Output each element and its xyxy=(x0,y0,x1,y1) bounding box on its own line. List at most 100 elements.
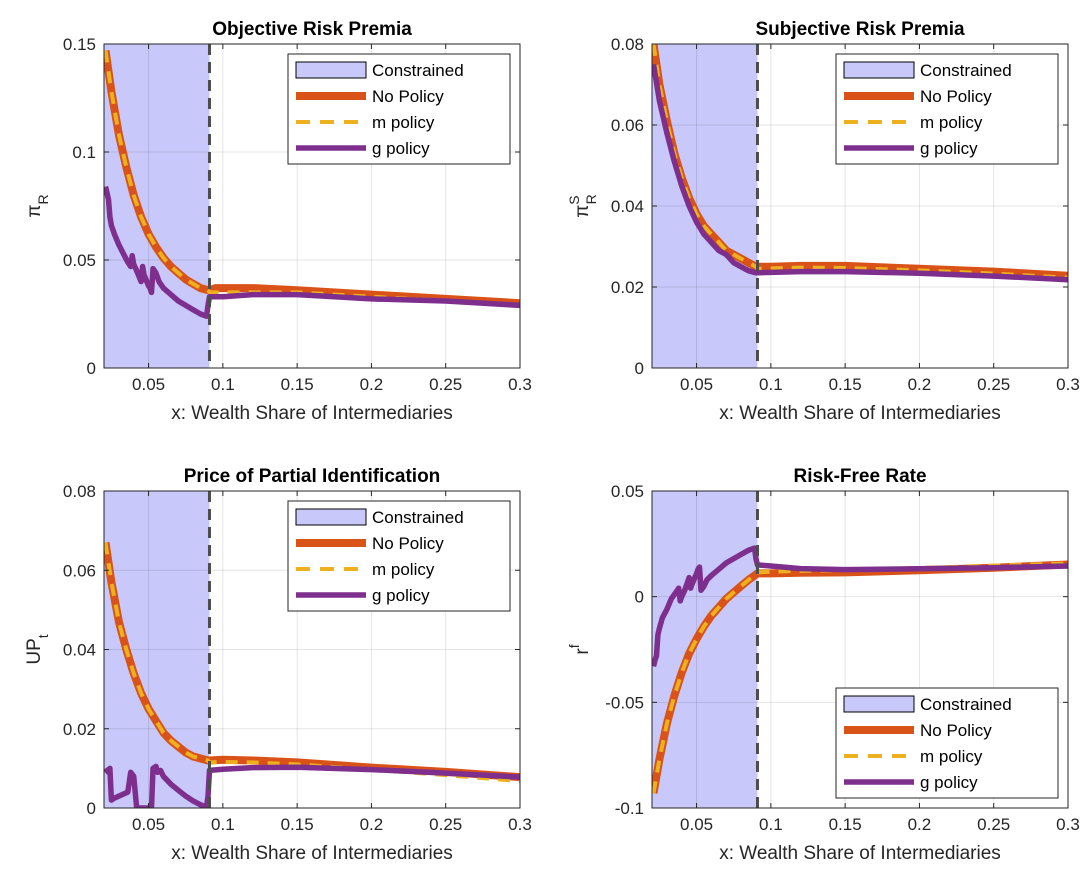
x-tick-label: 0.1 xyxy=(211,815,235,834)
x-tick-label: 0.2 xyxy=(908,375,932,394)
y-axis-label-main: UP xyxy=(24,638,45,664)
chart-panel-2: 0.05 0.1 0.15 0.2 0.25 0.3 0 0.02 0.04 0.06 0.08 Su… xyxy=(566,19,1080,424)
y-axis-label-sub: R xyxy=(35,194,51,204)
legend-label-constrained: Constrained xyxy=(920,61,1012,80)
x-tick-label: 0.15 xyxy=(281,815,314,834)
y-tick-label: 0.08 xyxy=(63,482,96,501)
series-group xyxy=(104,541,520,808)
y-axis-label-sup: S xyxy=(566,195,582,204)
y-tick-label: 0 xyxy=(87,799,96,818)
y-tick-label: 0 xyxy=(635,588,644,607)
legend-label-g-policy: g policy xyxy=(920,773,978,792)
y-tick-label: 0.02 xyxy=(611,278,644,297)
x-tick-label: 0.25 xyxy=(429,815,462,834)
legend: Constrained No Policy m policy g policy xyxy=(287,500,511,612)
y-tick-label: 0 xyxy=(635,359,644,378)
constrained-region xyxy=(652,44,758,368)
chart-panel-1: 0.05 0.1 0.15 0.2 0.25 0.3 0 0.05 0.1 0.15 Objecti… xyxy=(24,19,532,424)
y-tick-label: 0.05 xyxy=(63,251,96,270)
y-tick-label: -0.1 xyxy=(615,799,644,818)
legend-label-m-policy: m policy xyxy=(920,747,983,766)
legend-label-no-policy: No Policy xyxy=(372,534,444,553)
legend: Constrained No Policy m policy g policy xyxy=(835,687,1059,799)
y-axis-label: UPt xyxy=(24,634,51,664)
legend-swatch-constrained xyxy=(843,61,915,79)
x-tick-label: 0.2 xyxy=(360,375,384,394)
legend-label-no-policy: No Policy xyxy=(920,87,992,106)
legend-swatch-constrained xyxy=(295,61,367,79)
legend-label-g-policy: g policy xyxy=(372,139,430,158)
series-line-m-policy xyxy=(652,44,1068,280)
y-axis-label-sub: t xyxy=(35,634,51,638)
x-tick-label: 0.1 xyxy=(211,375,235,394)
series-line-m-policy xyxy=(104,542,520,784)
constrained-region xyxy=(652,491,758,808)
x-tick-label: 0.3 xyxy=(1056,375,1080,394)
x-tick-label: 0.15 xyxy=(281,375,314,394)
y-tick-label: 0.06 xyxy=(63,561,96,580)
legend-swatch-constrained xyxy=(295,508,367,526)
y-axis-label: πR xyxy=(24,194,51,217)
y-tick-label: 0 xyxy=(87,359,96,378)
legend-label-m-policy: m policy xyxy=(920,113,983,132)
legend-label-m-policy: m policy xyxy=(372,560,435,579)
y-tick-label: 0.05 xyxy=(611,482,644,501)
series-line-m-policy xyxy=(104,50,520,308)
chart-title: Risk-Free Rate xyxy=(793,466,926,487)
series-line-g-policy xyxy=(104,763,520,808)
legend-label-g-policy: g policy xyxy=(372,586,430,605)
legend-label-constrained: Constrained xyxy=(372,61,464,80)
x-tick-label: 0.15 xyxy=(829,815,862,834)
legend-label-m-policy: m policy xyxy=(372,113,435,132)
y-axis-label: πSR xyxy=(566,194,599,218)
legend-swatch-constrained xyxy=(843,695,915,713)
x-axis-label: x: Wealth Share of Intermediaries xyxy=(171,403,453,424)
constrained-region xyxy=(104,44,210,368)
x-tick-label: 0.1 xyxy=(759,375,783,394)
y-tick-label: 0.15 xyxy=(63,35,96,54)
y-axis-label: rf xyxy=(566,644,593,654)
x-tick-label: 0.3 xyxy=(508,375,532,394)
legend-label-no-policy: No Policy xyxy=(920,721,992,740)
x-tick-label: 0.05 xyxy=(132,375,165,394)
chart-title: Objective Risk Premia xyxy=(212,19,412,40)
x-axis-label: x: Wealth Share of Intermediaries xyxy=(719,843,1001,864)
x-tick-label: 0.05 xyxy=(680,375,713,394)
legend-label-g-policy: g policy xyxy=(920,139,978,158)
chart-panel-3: 0.05 0.1 0.15 0.2 0.25 0.3 0 0.02 0.04 0.06 0.08 Pr… xyxy=(24,466,532,864)
y-tick-label: 0.06 xyxy=(611,116,644,135)
x-tick-label: 0.2 xyxy=(360,815,384,834)
x-tick-label: 0.3 xyxy=(1056,815,1080,834)
legend: Constrained No Policy m policy g policy xyxy=(835,53,1059,165)
axes-box xyxy=(103,43,521,369)
y-tick-label: 0.08 xyxy=(611,35,644,54)
x-tick-label: 0.05 xyxy=(132,815,165,834)
series-group xyxy=(652,44,1068,283)
series-line-g-policy xyxy=(652,63,1068,283)
x-tick-label: 0.25 xyxy=(429,375,462,394)
y-tick-label: 0.1 xyxy=(72,143,96,162)
x-axis-label: x: Wealth Share of Intermediaries xyxy=(719,403,1001,424)
y-tick-label: 0.04 xyxy=(611,197,644,216)
chart-title: Subjective Risk Premia xyxy=(755,19,965,40)
x-tick-label: 0.15 xyxy=(829,375,862,394)
y-tick-label: -0.05 xyxy=(605,693,644,712)
y-axis-label-main: π xyxy=(24,205,45,218)
chart-title: Price of Partial Identification xyxy=(184,466,441,487)
x-axis-label: x: Wealth Share of Intermediaries xyxy=(171,843,453,864)
x-tick-label: 0.05 xyxy=(680,815,713,834)
y-axis-label-sup: f xyxy=(566,644,582,648)
x-tick-label: 0.1 xyxy=(759,815,783,834)
x-tick-label: 0.25 xyxy=(977,815,1010,834)
chart-panel-4: 0.05 0.1 0.15 0.2 0.25 0.3 -0.1 -0.05 0 0.05 Risk-… xyxy=(566,466,1080,864)
legend-label-no-policy: No Policy xyxy=(372,87,444,106)
legend-label-constrained: Constrained xyxy=(372,508,464,527)
y-axis-label-main: r xyxy=(572,648,593,655)
x-tick-label: 0.25 xyxy=(977,375,1010,394)
y-axis-label-main: π xyxy=(572,205,593,218)
x-tick-label: 0.3 xyxy=(508,815,532,834)
y-tick-label: 0.02 xyxy=(63,720,96,739)
legend-label-constrained: Constrained xyxy=(920,695,1012,714)
y-axis-label-sub: R xyxy=(583,194,599,204)
